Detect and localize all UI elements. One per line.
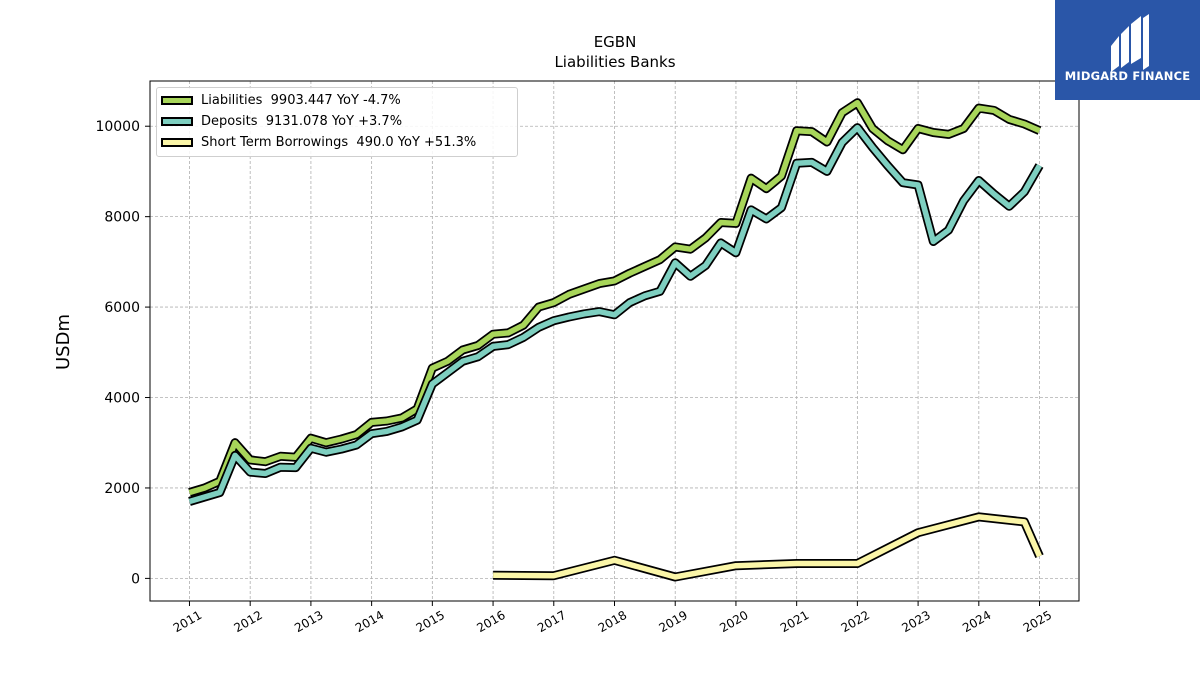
x-tick-label: 2014 <box>353 608 386 635</box>
legend: Liabilities 9903.447 YoY -4.7% Deposits … <box>156 87 518 157</box>
series-line-short-term-borrowings <box>493 514 1043 580</box>
x-tick-label: 2023 <box>899 608 932 635</box>
legend-swatch-short-term-borrowings <box>161 137 193 147</box>
series-line-liabilities <box>188 99 1041 496</box>
legend-label-liabilities: Liabilities 9903.447 YoY -4.7% <box>201 92 401 108</box>
legend-item-short-term-borrowings: Short Term Borrowings 490.0 YoY +51.3% <box>161 132 476 152</box>
y-tick-label: 4000 <box>104 391 140 407</box>
x-tick-label: 2018 <box>596 608 629 635</box>
chart-subtitle: Liabilities Banks <box>554 53 675 71</box>
logo-text: MIDGARD FINANCE <box>1064 69 1191 83</box>
x-tick-label: 2019 <box>656 608 689 635</box>
legend-swatch-deposits <box>161 116 193 126</box>
grid <box>150 81 1079 601</box>
y-tick-label: 2000 <box>104 481 140 497</box>
series-line-deposits <box>188 124 1042 505</box>
legend-label-deposits: Deposits 9131.078 YoY +3.7% <box>201 113 403 129</box>
x-tick-label: 2025 <box>1021 608 1054 635</box>
y-tick-label: 6000 <box>104 300 140 316</box>
legend-item-deposits: Deposits 9131.078 YoY +3.7% <box>161 111 402 131</box>
x-tick-label: 2021 <box>778 608 811 635</box>
y-tick-label: 8000 <box>104 210 140 226</box>
y-axis: 0 2000 4000 6000 8000 10000 <box>95 119 150 587</box>
legend-swatch-liabilities <box>161 95 193 105</box>
y-axis-label: USDm <box>53 314 74 370</box>
x-tick-label: 2020 <box>717 608 750 635</box>
series-group <box>188 98 1044 582</box>
x-tick-label: 2024 <box>960 608 993 635</box>
legend-item-liabilities: Liabilities 9903.447 YoY -4.7% <box>161 90 401 110</box>
legend-label-short-term-borrowings: Short Term Borrowings 490.0 YoY +51.3% <box>201 134 477 150</box>
y-tick-label: 0 <box>131 571 140 587</box>
brand-logo: MIDGARD FINANCE <box>1055 0 1200 100</box>
x-tick-label: 2017 <box>535 608 568 635</box>
x-tick-label: 2012 <box>231 608 264 635</box>
x-tick-label: 2016 <box>474 608 507 635</box>
y-tick-label: 10000 <box>95 119 140 135</box>
x-tick-label: 2022 <box>839 608 872 635</box>
x-tick-label: 2011 <box>171 608 204 635</box>
x-tick-label: 2015 <box>414 608 447 635</box>
x-tick-label: 2013 <box>292 608 325 635</box>
x-axis: 2011 2012 2013 2014 2015 2016 2017 2018 2019 2020… <box>171 601 1054 635</box>
chart-title: EGBN <box>594 33 637 51</box>
mf-monogram-icon <box>1111 14 1149 72</box>
